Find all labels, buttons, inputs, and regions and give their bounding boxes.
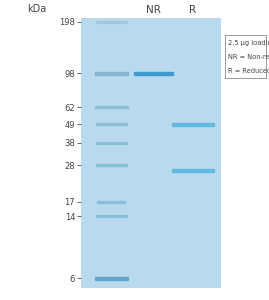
Bar bbox=[96, 164, 127, 167]
Bar bbox=[97, 201, 125, 203]
Text: kDa: kDa bbox=[27, 4, 47, 14]
Bar bbox=[96, 123, 127, 125]
Bar bbox=[134, 72, 173, 75]
Text: 2.5 μg loading: 2.5 μg loading bbox=[228, 40, 269, 46]
Text: R = Reduced: R = Reduced bbox=[228, 68, 269, 74]
Bar bbox=[172, 123, 214, 126]
Bar bbox=[96, 215, 127, 217]
Text: R: R bbox=[189, 5, 196, 15]
Bar bbox=[95, 72, 128, 75]
Text: NR: NR bbox=[146, 5, 161, 15]
Bar bbox=[172, 169, 214, 172]
Bar bbox=[95, 106, 128, 108]
Bar bbox=[96, 142, 127, 144]
Text: NR = Non-reduced: NR = Non-reduced bbox=[228, 54, 269, 60]
Bar bbox=[95, 277, 128, 280]
Bar bbox=[96, 21, 127, 23]
